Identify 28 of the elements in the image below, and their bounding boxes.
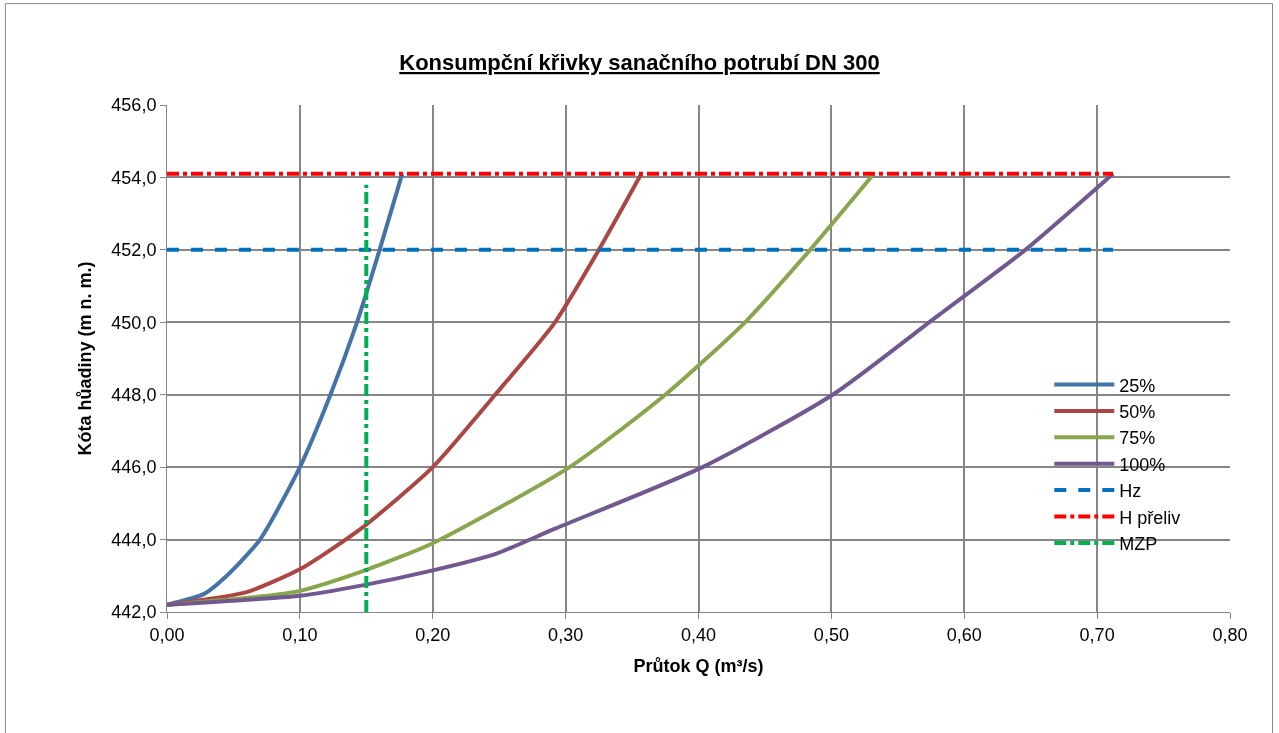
x-tick-label: 0,80	[1212, 624, 1248, 645]
y-tick-label: 446,0	[111, 457, 157, 478]
x-tick-label: 0,30	[548, 624, 584, 645]
x-tick-label: 0,40	[680, 624, 717, 645]
x-tick-label: 0,50	[813, 624, 849, 645]
line-series	[167, 171, 1116, 607]
legend-label: MZP	[1119, 533, 1158, 554]
y-tick-label: 454,0	[111, 167, 157, 188]
x-axis-title: Průtok Q (m³/s)	[633, 655, 764, 676]
legend-label: 75%	[1119, 428, 1156, 449]
x-tick-label: 0,70	[1079, 624, 1115, 645]
x-tick-label: 0,20	[415, 624, 451, 645]
x-tick-label: 0,60	[946, 624, 982, 645]
y-tick-label: 448,0	[111, 385, 157, 406]
x-tick-label: 0,00	[149, 624, 185, 645]
legend-label: 50%	[1119, 401, 1156, 422]
y-tick-label: 444,0	[111, 529, 157, 550]
y-axis-title: Kóta hůadiny (m n. m.)	[74, 261, 95, 456]
legend-label: H přeliv	[1119, 507, 1181, 528]
x-tick-label: 0,10	[282, 624, 318, 645]
y-tick-label: 456,0	[111, 95, 157, 116]
y-tick-label: 452,0	[111, 240, 157, 261]
legend-label: 25%	[1119, 375, 1156, 396]
chart-title: Konsumpční křivky sanačního potrubí DN 300	[399, 50, 880, 75]
y-tick-label: 442,0	[111, 602, 157, 623]
y-tick-label: 450,0	[111, 312, 157, 333]
legend-label: Hz	[1119, 481, 1142, 502]
legend-label: 100%	[1119, 454, 1166, 475]
